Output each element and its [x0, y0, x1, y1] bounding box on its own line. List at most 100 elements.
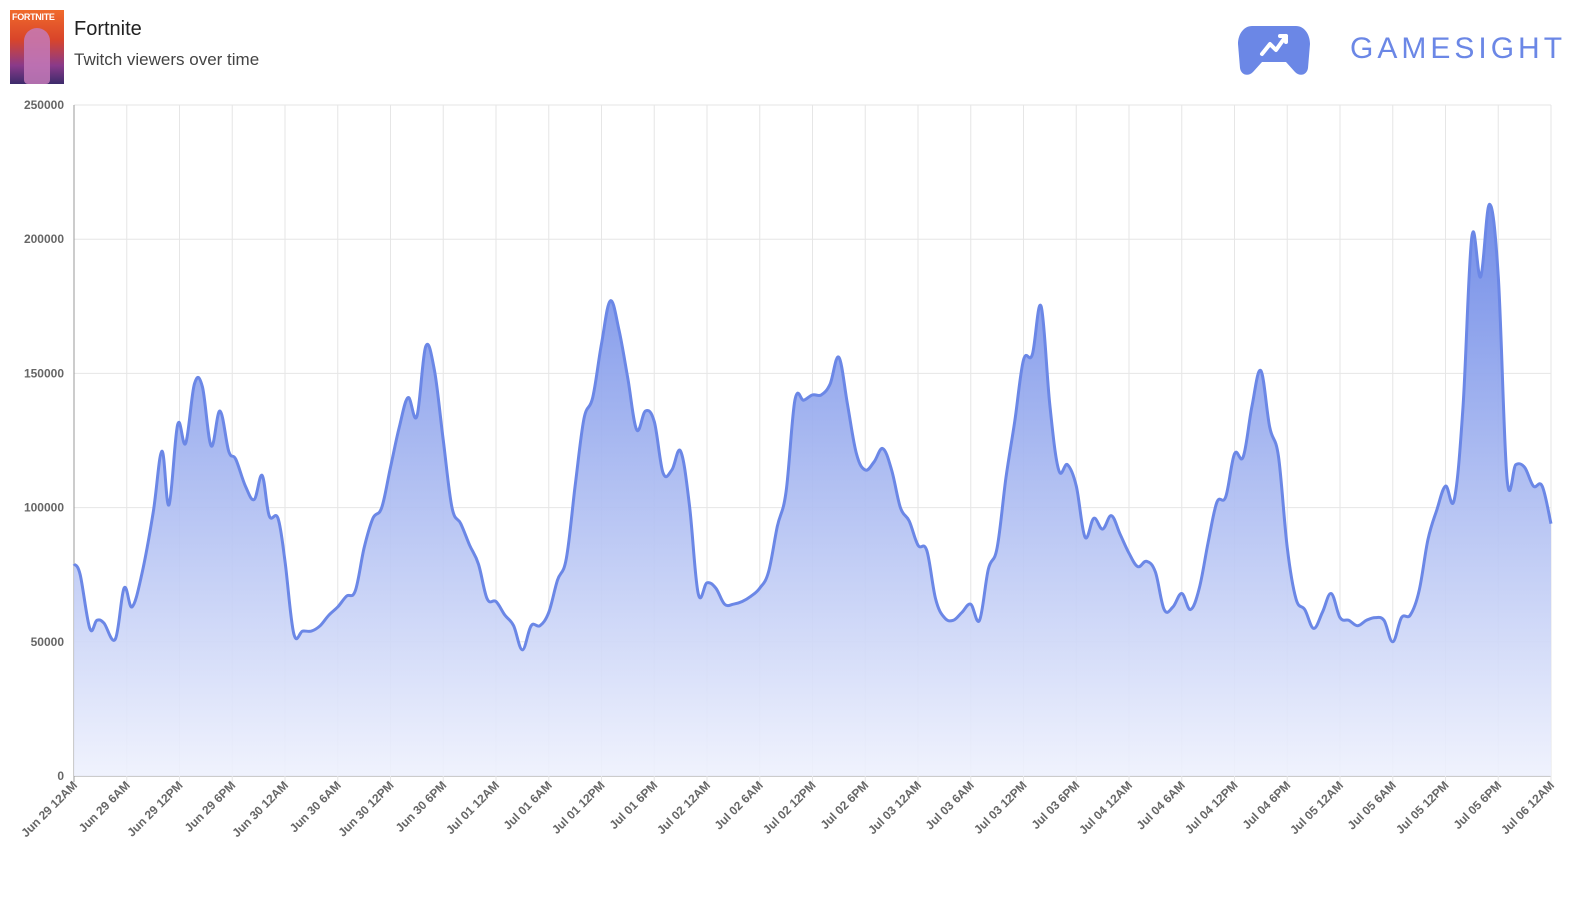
- data-point: [193, 383, 195, 385]
- data-point: [425, 346, 427, 348]
- data-point: [935, 598, 937, 600]
- data-point: [390, 466, 392, 468]
- x-tick-label: Jul 03 12PM: [971, 778, 1029, 836]
- data-point: [1462, 405, 1464, 407]
- data-point: [131, 606, 133, 608]
- data-point: [168, 504, 170, 506]
- data-point: [346, 595, 348, 597]
- x-tick-label: Jun 29 12AM: [18, 778, 80, 840]
- x-tick-label: Jul 03 6AM: [923, 778, 977, 832]
- data-point: [354, 590, 356, 592]
- data-point: [873, 461, 875, 463]
- data-point: [1532, 485, 1534, 487]
- x-tick-label: Jul 05 6AM: [1345, 778, 1399, 832]
- data-point: [89, 627, 91, 629]
- data-point: [917, 544, 919, 546]
- data-point: [688, 504, 690, 506]
- data-point: [328, 614, 330, 616]
- data-point: [662, 472, 664, 474]
- data-point: [1075, 485, 1077, 487]
- chart-subtitle: Twitch viewers over time: [74, 50, 260, 69]
- data-point: [477, 563, 479, 565]
- data-point: [1181, 592, 1183, 594]
- data-point: [882, 448, 884, 450]
- data-point: [1488, 203, 1490, 205]
- data-point: [407, 397, 409, 399]
- data-point: [1295, 598, 1297, 600]
- x-tick-label: Jul 05 12AM: [1287, 778, 1346, 837]
- data-point: [1453, 499, 1455, 501]
- y-tick-label: 200000: [24, 232, 64, 246]
- data-point: [785, 490, 787, 492]
- data-point: [970, 603, 972, 605]
- series-area: [74, 204, 1551, 777]
- x-tick-label: Jul 01 12AM: [443, 778, 502, 837]
- data-point: [302, 630, 304, 632]
- data-point: [794, 399, 796, 401]
- data-point: [1374, 617, 1376, 619]
- data-point: [636, 429, 638, 431]
- data-point: [899, 507, 901, 509]
- data-point: [1409, 614, 1411, 616]
- data-point: [486, 598, 488, 600]
- data-point: [268, 515, 270, 517]
- x-tick-label: Jul 06 12AM: [1498, 778, 1557, 837]
- data-point: [1427, 539, 1429, 541]
- data-point: [838, 356, 840, 358]
- data-point: [627, 378, 629, 380]
- data-point: [1242, 456, 1244, 458]
- data-point: [1190, 609, 1192, 611]
- y-tick-label: 50000: [31, 635, 65, 649]
- data-point: [829, 383, 831, 385]
- data-point: [1058, 469, 1060, 471]
- data-point: [1524, 466, 1526, 468]
- data-point: [1110, 515, 1112, 517]
- x-tick-label: Jun 30 12PM: [335, 778, 396, 839]
- data-point: [1550, 523, 1552, 525]
- data-point: [1128, 552, 1130, 554]
- cover-character: [24, 28, 50, 84]
- data-point: [293, 633, 295, 635]
- data-point: [1234, 453, 1236, 455]
- data-point: [812, 394, 814, 396]
- data-point: [521, 649, 523, 651]
- data-point: [210, 445, 212, 447]
- data-point: [433, 370, 435, 372]
- data-point: [1225, 496, 1227, 498]
- data-point: [1014, 421, 1016, 423]
- data-point: [592, 397, 594, 399]
- data-point: [363, 547, 365, 549]
- data-point: [1286, 547, 1288, 549]
- data-point: [1146, 560, 1148, 562]
- brand-name: GAMESIGHT: [1350, 32, 1567, 65]
- data-point: [1049, 405, 1051, 407]
- data-point: [548, 611, 550, 613]
- data-point: [653, 421, 655, 423]
- data-point: [1506, 477, 1508, 479]
- cover-logo-text: FORTNITE: [12, 12, 55, 22]
- data-point: [1137, 566, 1139, 568]
- data-point: [609, 300, 611, 302]
- data-point: [1497, 276, 1499, 278]
- data-point: [398, 426, 400, 428]
- data-point: [750, 595, 752, 597]
- x-tick-label: Jul 01 12PM: [549, 778, 607, 836]
- data-point: [469, 544, 471, 546]
- data-point: [73, 563, 75, 565]
- data-point: [277, 517, 279, 519]
- data-point: [908, 520, 910, 522]
- data-point: [1093, 517, 1095, 519]
- data-point: [1357, 625, 1359, 627]
- data-point: [864, 469, 866, 471]
- y-axis: 0 50000 100000 150000 200000 250000: [24, 98, 64, 783]
- data-point: [1023, 359, 1025, 361]
- data-point: [768, 571, 770, 573]
- data-point: [123, 587, 125, 589]
- gamepad-trend-icon: [1238, 26, 1310, 75]
- data-point: [776, 525, 778, 527]
- data-point: [261, 474, 263, 476]
- data-point: [1436, 509, 1438, 511]
- data-point: [235, 458, 237, 460]
- data-point: [219, 410, 221, 412]
